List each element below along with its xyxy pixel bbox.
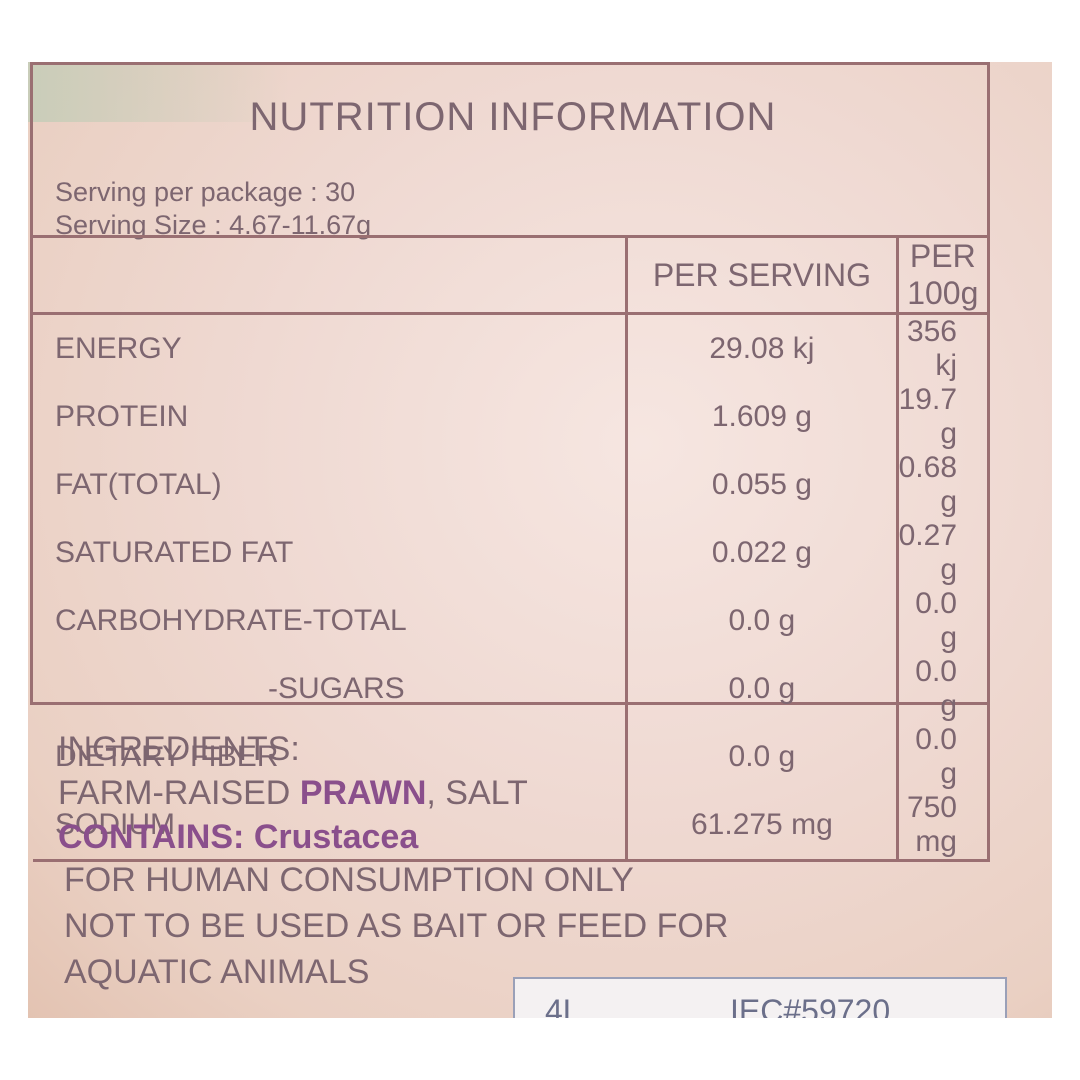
- nutrition-panel: NUTRITION INFORMATION Serving per packag…: [30, 62, 991, 862]
- header-cell: PER 100g: [895, 235, 991, 315]
- warning-line: AQUATIC ANIMALS: [64, 953, 370, 991]
- per-100g-value: 0.0 g: [895, 587, 991, 655]
- per-serving-value: 0.022 g: [625, 519, 899, 587]
- per-100g-value: 356 kj: [895, 313, 991, 383]
- nutrient-name: -SUGARS: [33, 655, 629, 723]
- ingredient: FARM-RAISED: [58, 774, 291, 812]
- serving-size: Serving Size : 4.67-11.67g: [55, 210, 372, 240]
- ingredients: INGREDIENTS: FARM-RAISED PRAWN, SALT CON…: [58, 727, 528, 859]
- code-left: 4L: [545, 993, 581, 1018]
- nutrient-row: ENERGY 29.08 kj 356 kj: [33, 313, 991, 383]
- ingredients-heading: INGREDIENTS:: [58, 730, 300, 768]
- nutrient-row: PROTEIN 1.609 g 19.7 g: [33, 383, 991, 451]
- header-cell: PER SERVING: [625, 235, 899, 315]
- nutrient-name: CARBOHYDRATE-TOTAL: [33, 587, 629, 655]
- nutrient-row: FAT(TOTAL) 0.055 g 0.68 g: [33, 451, 991, 519]
- nutrient-row: SATURATED FAT 0.022 g 0.27 g: [33, 519, 991, 587]
- nutrient-name: ENERGY: [33, 313, 629, 383]
- per-100g-value: 19.7 g: [895, 383, 991, 451]
- warning-line: NOT TO BE USED AS BAIT OR FEED FOR: [64, 907, 729, 945]
- nutrition-table: PER SERVING PER 100g ENERGY 29.08 kj 356 k…: [33, 235, 991, 862]
- nutrient-name: FAT(TOTAL): [33, 451, 629, 519]
- nutrient-row: DIETARY FIBER 0.0 g 0.0 g: [33, 723, 991, 791]
- per-serving-value: 0.0 g: [625, 655, 899, 723]
- nutrient-row: -SUGARS 0.0 g 0.0 g: [33, 655, 991, 723]
- header-row: PER SERVING PER 100g: [33, 235, 991, 315]
- ingredient-highlight: PRAWN: [299, 774, 427, 812]
- contains-line: CONTAINS: Crustacea: [58, 815, 528, 859]
- table-body: ENERGY 29.08 kj 356 kj PROTEIN 1.609 g 19.7 g…: [33, 313, 991, 862]
- per-100g-value: 750 mg: [895, 791, 991, 862]
- warning: FOR HUMAN CONSUMPTION ONLY NOT TO BE USE…: [64, 857, 728, 995]
- per-serving-value: 61.275 mg: [625, 791, 899, 862]
- ingredients-line: FARM-RAISED PRAWN, SALT: [58, 771, 528, 815]
- per-100g-value: 0.0 g: [895, 723, 991, 791]
- nutrient-name: PROTEIN: [33, 383, 629, 451]
- code-box: 4L IEC#59720: [513, 977, 1007, 1018]
- nutrient-row: CARBOHYDRATE-TOTAL 0.0 g 0.0 g: [33, 587, 991, 655]
- nutrient-name: SATURATED FAT: [33, 519, 629, 587]
- per-serving-value: 0.055 g: [625, 451, 899, 519]
- label-photo: NUTRITION INFORMATION Serving per packag…: [28, 62, 1052, 1018]
- per-serving-value: 0.0 g: [625, 723, 899, 791]
- nutrient-row: SODIUM 61.275 mg 750 mg: [33, 791, 991, 862]
- ingredient: , SALT: [426, 774, 528, 812]
- serving-per-package: Serving per package : 30: [55, 177, 356, 207]
- contains-label: CONTAINS:: [58, 818, 245, 856]
- per-100g-value: 0.68 g: [895, 451, 991, 519]
- per-serving-value: 1.609 g: [625, 383, 899, 451]
- contains-value: Crustacea: [253, 818, 419, 856]
- nutrient-name: SODIUM: [33, 791, 629, 862]
- warning-line: FOR HUMAN CONSUMPTION ONLY: [64, 861, 634, 899]
- header-cell: [33, 235, 629, 315]
- nutrient-name: DIETARY FIBER: [33, 723, 629, 791]
- per-100g-value: 0.0 g: [895, 655, 991, 723]
- per-serving-value: 29.08 kj: [625, 313, 899, 383]
- title: NUTRITION INFORMATION: [249, 95, 777, 139]
- per-100g-value: 0.27 g: [895, 519, 991, 587]
- per-serving-value: 0.0 g: [625, 587, 899, 655]
- code-right: IEC#59720: [730, 993, 891, 1018]
